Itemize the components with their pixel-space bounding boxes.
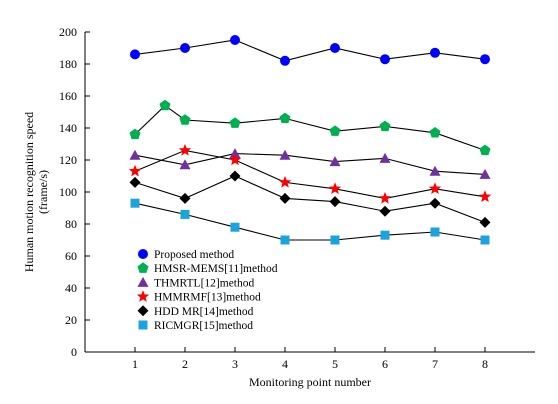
legend-entry: HDD MR[14]method — [154, 306, 254, 318]
data-point — [379, 120, 391, 132]
y-tick-label: 40 — [65, 281, 77, 295]
legend-entry: HMMRMF[13]method — [154, 292, 261, 304]
data-point — [379, 152, 391, 163]
data-point — [129, 176, 141, 188]
legend-marker — [138, 249, 148, 259]
data-point — [280, 55, 290, 66]
data-point — [229, 170, 241, 182]
x-tick-label: 3 — [232, 357, 238, 371]
data-point — [429, 165, 441, 176]
legend-entry: THMRTL[12]method — [154, 277, 254, 289]
legend-marker — [138, 320, 148, 330]
data-point — [178, 143, 192, 156]
y-tick-label: 20 — [65, 313, 77, 327]
y-tick-label: 100 — [59, 185, 77, 199]
data-point — [130, 49, 140, 60]
x-tick-label: 6 — [382, 357, 388, 371]
data-point — [279, 192, 291, 204]
data-point — [179, 192, 191, 204]
x-tick-label: 2 — [182, 357, 188, 371]
x-tick-label: 1 — [132, 357, 138, 371]
data-point — [330, 43, 340, 53]
data-point — [379, 205, 391, 217]
series-line — [134, 202, 486, 241]
legend-entry: Proposed method — [154, 249, 234, 261]
data-point — [228, 153, 242, 166]
legend-marker — [137, 276, 149, 287]
x-tick-label: 5 — [332, 357, 338, 371]
y-tick-label: 120 — [59, 153, 77, 167]
x-axis-label: Monitoring point number — [249, 375, 371, 389]
data-point — [480, 235, 490, 245]
data-point — [479, 216, 491, 228]
data-point — [380, 230, 390, 240]
data-point — [478, 190, 492, 203]
data-point — [129, 149, 141, 160]
series-line — [134, 39, 486, 62]
y-tick-label: 200 — [59, 25, 77, 39]
y-axis-unit-label: (frame/s) — [36, 170, 50, 214]
data-point — [378, 191, 392, 204]
series-line — [134, 175, 486, 223]
data-point — [479, 144, 491, 156]
series-lines — [134, 39, 486, 241]
data-point — [329, 156, 341, 167]
data-point — [428, 182, 442, 195]
data-point — [279, 149, 291, 160]
legend-marker — [137, 262, 149, 273]
y-axis-label: Human motion recognition speed — [22, 112, 36, 272]
y-tick-label: 180 — [59, 57, 77, 71]
y-tick-label: 0 — [71, 345, 77, 359]
y-tick-label: 60 — [65, 249, 77, 263]
y-tick-label: 80 — [65, 217, 77, 231]
x-tick-label: 7 — [432, 357, 438, 371]
data-point — [280, 235, 290, 245]
y-tick-label: 140 — [59, 121, 77, 135]
data-point — [179, 114, 191, 125]
y-tick-label: 160 — [59, 89, 77, 103]
data-point — [129, 128, 141, 140]
data-point — [179, 159, 191, 170]
series-markers — [128, 35, 492, 245]
series-line — [134, 149, 486, 199]
data-point — [230, 35, 240, 45]
data-point — [230, 222, 240, 232]
data-point — [329, 125, 341, 136]
data-point — [159, 99, 171, 111]
data-point — [279, 112, 291, 124]
data-point — [480, 54, 490, 65]
data-point — [278, 175, 292, 188]
data-point — [130, 198, 140, 208]
chart-legend: Proposed method HMSR-MEMS[11]method THMRTL… — [136, 249, 278, 332]
x-tick-label: 8 — [482, 357, 488, 371]
x-tick-label: 4 — [282, 357, 288, 371]
legend-marker — [136, 290, 150, 302]
chart-axes: 0 20 40 60 80 100 120 140 160 180 200 1 2 3 4 5 6 7 8 — [59, 25, 535, 371]
data-point — [328, 182, 342, 195]
data-point — [429, 127, 441, 138]
data-point — [430, 227, 440, 237]
data-point — [180, 43, 190, 53]
legend-marker — [137, 305, 149, 317]
data-point — [180, 209, 190, 219]
data-point — [429, 197, 441, 209]
data-point — [380, 54, 390, 65]
data-point — [128, 164, 142, 177]
data-point — [430, 47, 440, 58]
data-point — [229, 148, 241, 159]
series-line — [134, 153, 486, 175]
data-point — [229, 117, 241, 128]
data-point — [329, 196, 341, 208]
legend-entry: HMSR-MEMS[11]method — [154, 263, 278, 275]
legend-entry: RICMGR[15]method — [154, 320, 253, 332]
series-line — [134, 104, 486, 151]
data-point — [330, 235, 340, 245]
data-point — [479, 168, 491, 179]
